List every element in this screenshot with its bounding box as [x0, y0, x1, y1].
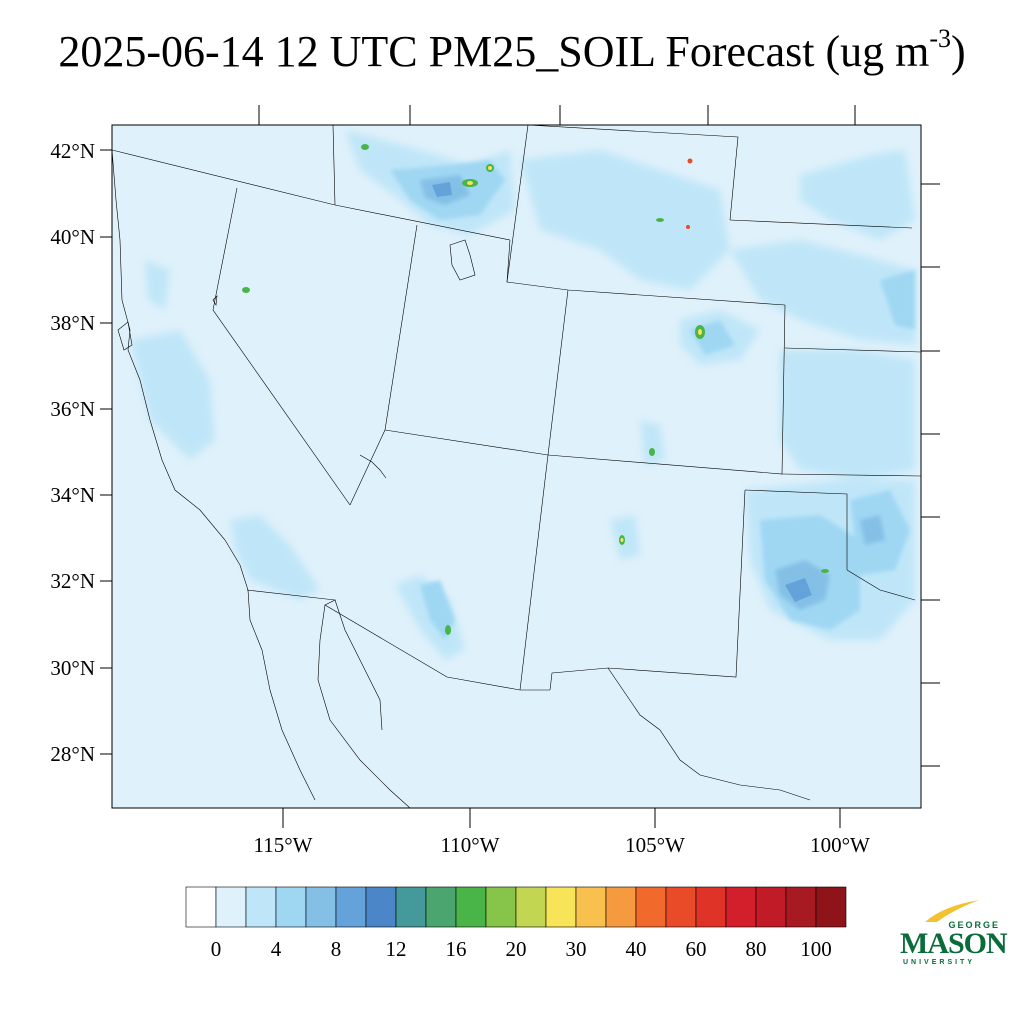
logo-line1: GEORGE	[948, 920, 1000, 930]
colorbar-labels: 0 4 8 12 16 20 30 40 60 80 100	[211, 937, 832, 961]
colorbar-box	[635, 886, 667, 928]
lat-label: 38°N	[50, 311, 95, 335]
lat-label: 30°N	[50, 656, 95, 680]
colorbar-box	[335, 886, 367, 928]
lon-label: 105°W	[625, 833, 685, 857]
colorbar-box	[185, 886, 217, 928]
colorbar-box	[695, 886, 727, 928]
concentration-shading	[130, 130, 915, 660]
colorbar-label: 30	[566, 937, 587, 961]
colorbar-label: 12	[386, 937, 407, 961]
colorbar-box	[545, 886, 577, 928]
colorbar-box	[485, 886, 517, 928]
lat-labels: 42°N 40°N 38°N 36°N 34°N 32°N 30°N 28°N	[50, 139, 95, 766]
colorbar-box	[245, 886, 277, 928]
lat-label: 32°N	[50, 569, 95, 593]
colorbar-box	[605, 886, 637, 928]
colorbar-box	[815, 886, 847, 928]
lon-label: 100°W	[810, 833, 870, 857]
colorbar-box	[425, 886, 457, 928]
colorbar-label: 40	[626, 937, 647, 961]
title-suffix: )	[951, 27, 966, 76]
lat-label: 28°N	[50, 742, 95, 766]
colorbar-label: 80	[746, 937, 767, 961]
boundaries	[112, 125, 921, 808]
colorbar-label: 100	[800, 937, 832, 961]
lat-label: 40°N	[50, 225, 95, 249]
colorbar-boxes	[185, 886, 847, 928]
colorbar-label: 0	[211, 937, 222, 961]
colorbar-label: 16	[446, 937, 467, 961]
colorbar-box	[515, 886, 547, 928]
colorbar-box	[725, 886, 757, 928]
colorbar-label: 20	[506, 937, 527, 961]
colorbar-label: 4	[271, 937, 282, 961]
colorbar-box	[215, 886, 247, 928]
logo-line3: UNIVERSITY	[903, 959, 976, 966]
title-text: 2025-06-14 12 UTC PM25_SOIL Forecast (ug…	[58, 27, 930, 76]
lat-label: 36°N	[50, 397, 95, 421]
colorbar-box	[575, 886, 607, 928]
colorbar-label: 8	[331, 937, 342, 961]
colorbar-box	[365, 886, 397, 928]
colorbar-box	[665, 886, 697, 928]
map-frame	[111, 124, 922, 809]
lat-label: 42°N	[50, 139, 95, 163]
gmu-logo: GEORGE MASON UNIVERSITY	[895, 898, 1008, 970]
lat-label: 34°N	[50, 483, 95, 507]
colorbar-box	[785, 886, 817, 928]
colorbar-box	[755, 886, 787, 928]
logo-swoosh-icon	[925, 900, 979, 922]
title-exponent: -3	[929, 24, 951, 53]
colorbar-box	[455, 886, 487, 928]
lon-labels: 115°W 110°W 105°W 100°W	[254, 833, 871, 857]
lon-label: 110°W	[441, 833, 500, 857]
lon-label: 115°W	[254, 833, 313, 857]
colorbar-box	[395, 886, 427, 928]
logo-line2: MASON	[900, 927, 1008, 960]
colorbar-box	[275, 886, 307, 928]
map-background	[112, 125, 921, 808]
colorbar-box	[305, 886, 337, 928]
axis-ticks	[100, 105, 940, 828]
colorbar-label: 60	[686, 937, 707, 961]
plot-title: 2025-06-14 12 UTC PM25_SOIL Forecast (ug…	[0, 26, 1024, 76]
